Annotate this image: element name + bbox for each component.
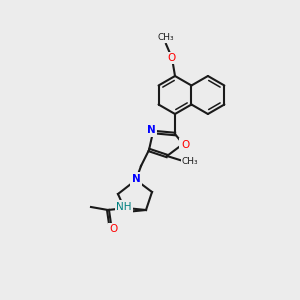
Text: N: N: [147, 125, 155, 135]
Text: O: O: [181, 140, 189, 150]
Text: CH₃: CH₃: [182, 157, 198, 166]
Text: O: O: [109, 224, 117, 234]
Text: O: O: [168, 53, 176, 63]
Text: NH: NH: [116, 202, 132, 212]
Text: N: N: [132, 174, 140, 184]
Text: CH₃: CH₃: [158, 34, 174, 43]
